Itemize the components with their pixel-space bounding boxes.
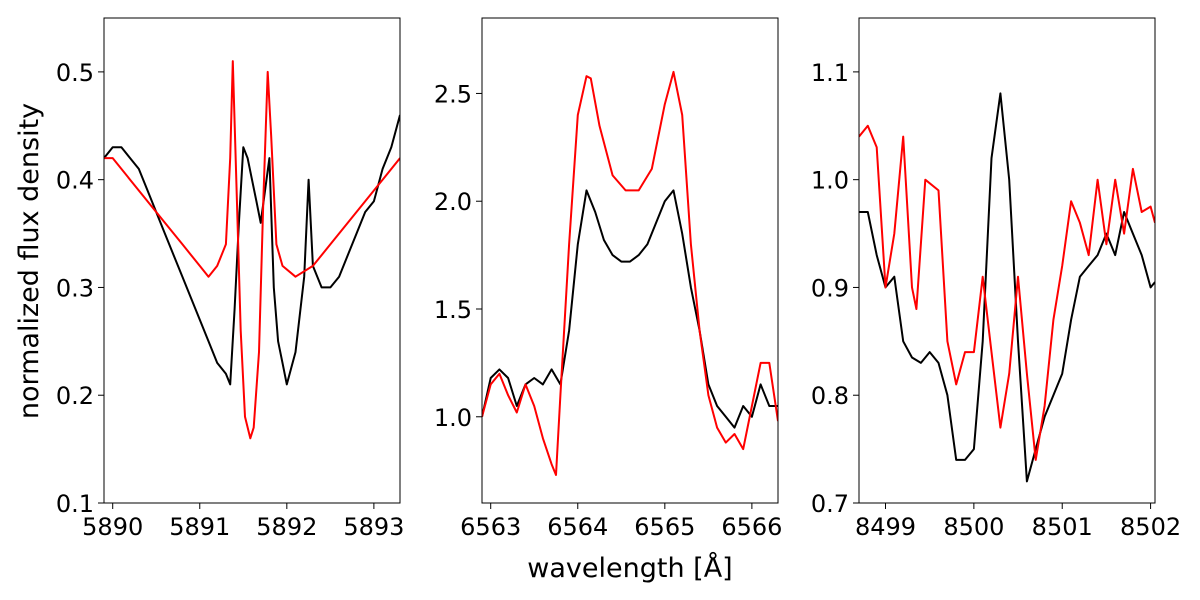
- panel-1-ytick-label: 0.4: [56, 167, 94, 195]
- panel-1-xtick-label: 5891: [169, 513, 230, 541]
- panel-2-xtick-label: 6566: [721, 513, 782, 541]
- panel-2-ytick-label: 2.0: [434, 188, 472, 216]
- panel-2-ytick-label: 1.5: [434, 296, 472, 324]
- panel-3-xtick-label: 8499: [855, 513, 916, 541]
- panel-3-series-model-line: [859, 124, 1155, 461]
- panel-1-ylabel: normalized flux density: [14, 103, 45, 419]
- panel-1-xtick-label: 5893: [343, 513, 404, 541]
- panel-3-xtick-label: 8502: [1120, 513, 1181, 541]
- panel-1-ytick-label: 0.3: [56, 274, 94, 302]
- panel-1-xtick-label: 5892: [256, 513, 317, 541]
- panel-3-xtick-label: 8501: [1032, 513, 1093, 541]
- panel-2: 6563 6564 6565 6566 1.0 1.5 2.0 2.5 wavelength …: [434, 17, 783, 584]
- panel-2-frame: [481, 17, 779, 504]
- panel-2-ytick-label: 2.5: [434, 80, 472, 108]
- panel-3-ytick-label: 1.1: [811, 59, 849, 87]
- panel-1-ticks: 5890 5891 5892 5893 0.1 0.2 0.3 0.4 0.5: [56, 59, 405, 541]
- panel-1: 5890 5891 5892 5893 0.1 0.2 0.3 0.4 0.5 normaliz…: [14, 17, 405, 541]
- panel-2-series-model-line: [482, 70, 778, 476]
- panel-2-plot-lines: [482, 70, 778, 476]
- panel-1-series-model-line: [104, 60, 400, 440]
- panel-3-ticks: 8499 8500 8501 8502 0.7 0.8 0.9 1.0 1.1: [811, 59, 1181, 541]
- panel-3: 8499 8500 8501 8502 0.7 0.8 0.9 1.0 1.1: [811, 17, 1181, 541]
- panel-1-plot-lines: [104, 60, 400, 440]
- panel-3-ytick-label: 0.7: [811, 490, 849, 518]
- panel-2-ytick-label: 1.0: [434, 404, 472, 432]
- panel-3-ytick-label: 1.0: [811, 167, 849, 195]
- panel-2-ticks: 6563 6564 6565 6566 1.0 1.5 2.0 2.5: [434, 80, 783, 541]
- panel-3-series-observed-line: [859, 92, 1155, 483]
- panel-2-xtick-label: 6563: [460, 513, 521, 541]
- panel-3-frame: [858, 17, 1156, 504]
- panel-2-series-observed-line: [482, 189, 778, 429]
- panel-1-ytick-label: 0.5: [56, 59, 94, 87]
- panel-3-ytick-label: 0.8: [811, 382, 849, 410]
- panel-3-ytick-label: 0.9: [811, 274, 849, 302]
- panel-1-ytick-label: 0.2: [56, 382, 94, 410]
- panel-2-xtick-label: 6565: [634, 513, 695, 541]
- panel-1-xtick-label: 5890: [82, 513, 143, 541]
- panel-1-series-observed-line: [104, 114, 400, 386]
- panel-1-ytick-label: 0.1: [56, 490, 94, 518]
- panel-3-plot-lines: [859, 92, 1155, 483]
- panel-2-xlabel: wavelength [Å]: [527, 552, 732, 584]
- panel-3-xtick-label: 8500: [943, 513, 1004, 541]
- panel-1-frame: [103, 17, 401, 504]
- panel-2-xtick-label: 6564: [547, 513, 608, 541]
